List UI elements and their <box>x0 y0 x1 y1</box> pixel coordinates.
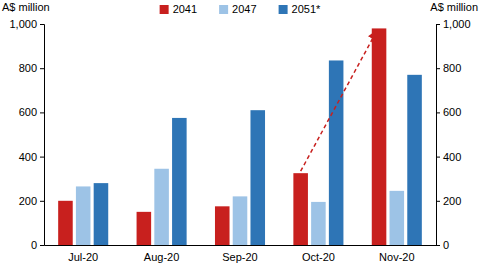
tick-mark <box>40 201 44 202</box>
axis-line <box>437 25 441 246</box>
legend-label: 2041 <box>173 3 197 15</box>
y-axis: 0 200 400 600 800 1,000 <box>9 18 44 251</box>
tick-label: 800 <box>19 62 37 74</box>
tick: 200 <box>19 195 44 207</box>
tick: 400 <box>19 151 44 163</box>
bar <box>311 202 326 245</box>
bar <box>215 206 230 245</box>
tick: 800 <box>19 62 44 74</box>
tick-mark <box>40 245 44 246</box>
tick-mark <box>436 24 440 25</box>
tick: Sep-20 <box>222 245 257 263</box>
tick-label: 600 <box>443 106 461 118</box>
tick-mark <box>436 245 440 246</box>
tick-mark <box>40 68 44 69</box>
bar <box>58 201 73 245</box>
bar <box>250 110 265 245</box>
bar <box>172 118 187 245</box>
tick: 1,000 <box>436 18 471 30</box>
bar <box>154 169 169 245</box>
tick-label: Aug-20 <box>144 251 179 263</box>
tick-label: 400 <box>443 151 461 163</box>
bar <box>293 173 308 245</box>
tick: 0 <box>31 239 44 251</box>
x-axis: Jul-20 Aug-20 Sep-20 Oct-20 Nov-20 <box>45 245 437 263</box>
legend-label: 2047 <box>232 3 256 15</box>
bar <box>329 60 344 245</box>
tick-mark <box>436 112 440 113</box>
tick-mark <box>436 201 440 202</box>
axis-title: A$ million <box>2 1 50 13</box>
tick-label: 0 <box>443 239 449 251</box>
bar <box>76 186 91 245</box>
tick-label: 200 <box>19 195 37 207</box>
tick: 200 <box>436 195 461 207</box>
axis-line <box>45 245 437 246</box>
bar <box>390 191 405 245</box>
tick-label: 800 <box>443 62 461 74</box>
legend-swatch <box>219 5 228 14</box>
legend-item: 2051* <box>279 3 321 15</box>
tick: Jul-20 <box>68 245 98 263</box>
bar <box>94 183 109 245</box>
tick: 800 <box>436 62 461 74</box>
tick-label: 1,000 <box>443 18 471 30</box>
legend-swatch <box>279 5 288 14</box>
y2-axis: 0 200 400 600 800 1,000 <box>436 18 471 251</box>
bar <box>407 75 422 245</box>
legend-item: 2041 <box>160 3 197 15</box>
legend: 2041 2047 2051* <box>160 3 321 15</box>
tick-label: Oct-20 <box>302 251 335 263</box>
tick-label: Sep-20 <box>222 251 257 263</box>
bar <box>233 196 248 245</box>
axis-title: A$ million <box>430 1 478 13</box>
tick: 0 <box>436 239 449 251</box>
tick-label: Jul-20 <box>68 251 98 263</box>
axis-line <box>40 25 45 246</box>
tick-label: 0 <box>31 239 37 251</box>
tick: Aug-20 <box>144 245 179 263</box>
arrow <box>301 30 377 171</box>
bar <box>372 28 387 245</box>
tick-mark <box>40 112 44 113</box>
tick: 400 <box>436 151 461 163</box>
bar <box>137 212 152 245</box>
tick: Nov-20 <box>379 245 414 263</box>
tick-mark <box>40 24 44 25</box>
bars <box>58 28 422 245</box>
tick-label: 1,000 <box>9 18 37 30</box>
tick-mark <box>40 157 44 158</box>
tick-label: 400 <box>19 151 37 163</box>
tick-label: 200 <box>443 195 461 207</box>
tick-label: Nov-20 <box>379 251 414 263</box>
tick: 600 <box>19 106 44 118</box>
tick-mark <box>436 68 440 69</box>
legend-label: 2051* <box>292 3 321 15</box>
tick-mark <box>436 157 440 158</box>
tick-label: 600 <box>19 106 37 118</box>
tick: 600 <box>436 106 461 118</box>
legend-swatch <box>160 5 169 14</box>
legend-item: 2047 <box>219 3 256 15</box>
tick: Oct-20 <box>302 245 335 263</box>
tick: 1,000 <box>9 18 44 30</box>
